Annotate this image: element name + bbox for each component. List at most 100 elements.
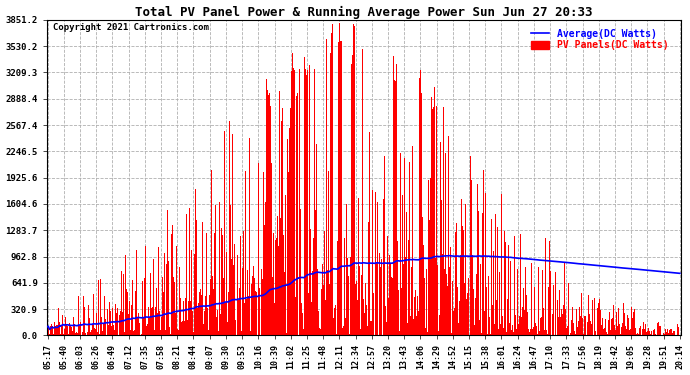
Bar <box>280 218 281 335</box>
Bar <box>619 324 620 335</box>
Bar <box>220 314 221 335</box>
Bar <box>219 202 220 335</box>
Bar <box>385 306 386 335</box>
Bar <box>624 313 625 335</box>
Bar <box>218 258 219 335</box>
Bar <box>291 71 292 335</box>
Bar <box>49 334 50 335</box>
Bar <box>299 256 300 335</box>
Title: Total PV Panel Power & Running Average Power Sun Jun 27 20:33: Total PV Panel Power & Running Average P… <box>135 6 593 19</box>
Bar <box>666 332 667 335</box>
Bar <box>340 41 341 335</box>
Bar <box>331 33 332 335</box>
Bar <box>451 333 452 335</box>
Bar <box>365 283 366 335</box>
Bar <box>216 277 217 335</box>
Bar <box>367 326 368 335</box>
Bar <box>438 332 439 335</box>
Bar <box>212 276 213 335</box>
Bar <box>47 327 48 335</box>
Bar <box>463 230 464 335</box>
Bar <box>282 108 283 335</box>
Bar <box>179 284 180 335</box>
Bar <box>428 246 429 335</box>
Bar <box>52 326 53 335</box>
Bar <box>408 162 409 335</box>
Bar <box>542 270 543 335</box>
Bar <box>339 50 340 335</box>
Bar <box>433 107 434 335</box>
Bar <box>194 254 195 335</box>
Bar <box>490 334 491 335</box>
Bar <box>392 278 393 335</box>
Bar <box>643 322 644 335</box>
Bar <box>547 334 548 335</box>
Bar <box>256 292 257 335</box>
Bar <box>616 312 617 335</box>
Bar <box>496 300 497 335</box>
Bar <box>99 334 100 335</box>
Bar <box>378 333 379 335</box>
Bar <box>422 217 423 335</box>
Bar <box>201 334 202 335</box>
Bar <box>491 219 492 335</box>
Bar <box>436 106 437 335</box>
Bar <box>270 293 271 335</box>
Bar <box>213 266 215 335</box>
Bar <box>477 184 478 335</box>
Bar <box>204 311 205 335</box>
Bar <box>229 122 230 335</box>
Bar <box>295 297 296 335</box>
Bar <box>569 325 570 335</box>
Bar <box>506 272 507 335</box>
Bar <box>181 322 182 335</box>
Bar <box>217 310 218 335</box>
Bar <box>294 70 295 335</box>
Bar <box>370 321 371 335</box>
Bar <box>488 187 489 335</box>
Bar <box>125 293 126 335</box>
Bar <box>258 163 259 335</box>
Bar <box>386 322 387 335</box>
Bar <box>530 329 531 335</box>
Bar <box>519 263 520 335</box>
Bar <box>432 109 433 335</box>
Bar <box>103 323 104 335</box>
Bar <box>320 329 321 335</box>
Bar <box>338 42 339 335</box>
Bar <box>489 316 490 335</box>
Bar <box>96 312 97 335</box>
Bar <box>414 262 415 335</box>
Bar <box>342 184 343 335</box>
Bar <box>377 202 378 335</box>
Bar <box>600 312 601 335</box>
Bar <box>669 334 670 335</box>
Bar <box>401 288 402 335</box>
Bar <box>635 326 636 335</box>
Bar <box>500 324 501 335</box>
Bar <box>528 330 529 335</box>
Bar <box>169 327 170 335</box>
Bar <box>503 328 504 335</box>
Bar <box>348 276 349 335</box>
Bar <box>487 334 488 335</box>
Bar <box>493 251 494 335</box>
Bar <box>48 331 49 335</box>
Bar <box>373 261 374 335</box>
Bar <box>215 206 216 335</box>
Bar <box>284 273 285 335</box>
Bar <box>151 308 152 335</box>
Bar <box>240 236 241 335</box>
Bar <box>54 327 55 335</box>
Bar <box>343 326 344 335</box>
Bar <box>580 316 581 335</box>
Bar <box>73 317 74 335</box>
Bar <box>131 305 132 335</box>
Bar <box>162 277 163 335</box>
Bar <box>153 259 154 335</box>
Bar <box>541 293 542 335</box>
Bar <box>613 305 614 335</box>
Bar <box>130 330 131 335</box>
Bar <box>62 315 63 335</box>
Bar <box>317 269 318 335</box>
